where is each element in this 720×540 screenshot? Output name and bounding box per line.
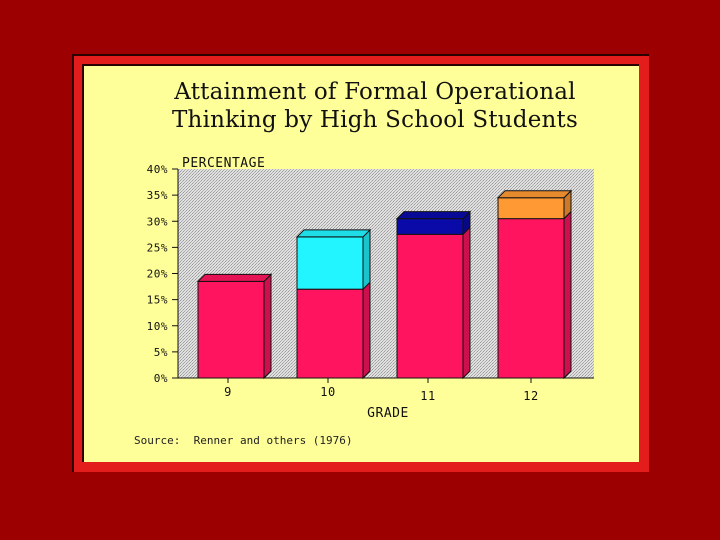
x-axis: 9 10 11 12 xyxy=(178,377,594,403)
bar-side-grade-9 xyxy=(263,273,272,380)
y-axis-label: PERCENTAGE xyxy=(182,156,265,171)
bar-top-grade-10 xyxy=(295,229,372,238)
y-tick-label: 10% xyxy=(147,320,168,333)
x-tick-label: 12 xyxy=(523,389,538,403)
y-tick-label: 35% xyxy=(147,189,168,202)
bar-segment-grade-10 xyxy=(296,236,364,290)
y-tick-label: 0% xyxy=(154,372,168,385)
y-tick-label: 30% xyxy=(147,215,168,228)
y-tick-label: 25% xyxy=(147,241,168,254)
y-tick-label: 40% xyxy=(147,163,168,176)
y-tick-label: 5% xyxy=(154,346,168,359)
bar-top-grade-9 xyxy=(196,273,273,282)
bars xyxy=(196,189,573,380)
bar-segment-grade-9 xyxy=(197,280,265,379)
y-tick-label: 20% xyxy=(147,268,168,281)
x-axis-label: GRADE xyxy=(367,406,409,421)
y-axis: 0% 5% 10% 15% 20% 25% 30% 35% 40% xyxy=(147,163,179,385)
bar-top-grade-11 xyxy=(395,211,472,220)
bar-segment-grade-12 xyxy=(497,218,565,379)
bar-segment-grade-11 xyxy=(396,233,464,379)
bar-side-grade-11 xyxy=(462,226,471,380)
bar-top-grade-12 xyxy=(496,190,573,199)
source-note: Source: Renner and others (1976) xyxy=(134,434,353,447)
bar-side-grade-10 xyxy=(362,280,371,380)
bar-segment-grade-12 xyxy=(497,197,565,220)
bar-side-grade-10 xyxy=(362,228,371,291)
bar-segment-grade-10 xyxy=(296,288,364,379)
bar-segment-grade-11 xyxy=(396,218,464,235)
x-tick-label: 11 xyxy=(420,389,435,403)
chart-title-line-2: Thinking by High School Students xyxy=(172,107,578,133)
x-tick-label: 9 xyxy=(224,385,232,399)
y-tick-label: 15% xyxy=(147,294,168,307)
chart-title-line-1: Attainment of Formal Operational xyxy=(174,79,576,105)
bar-side-grade-12 xyxy=(563,210,572,380)
x-tick-label: 10 xyxy=(320,385,335,399)
